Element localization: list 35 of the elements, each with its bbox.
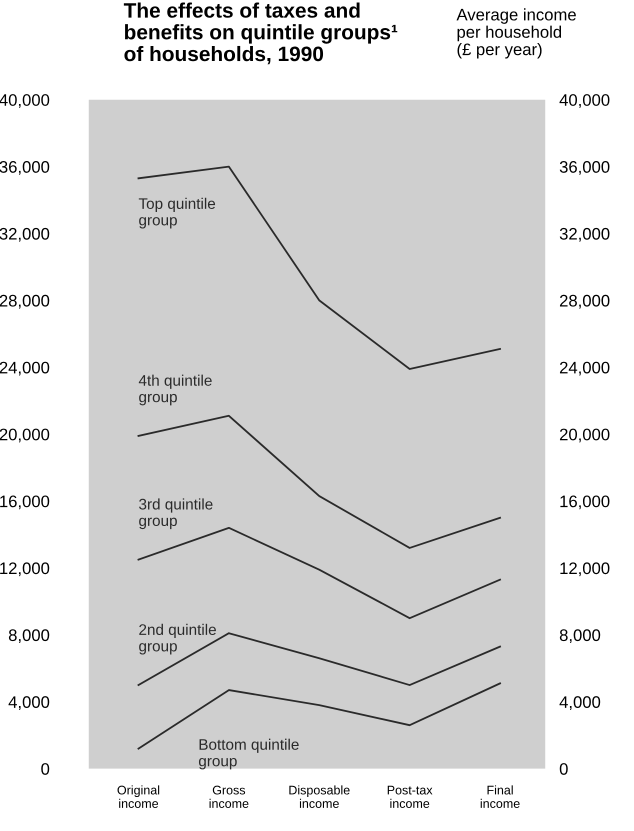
x-tick-label: Gross income — [210, 786, 248, 808]
y-tick-label: 12,000 — [0, 562, 50, 576]
y-tick-label: 8,000 — [8, 629, 50, 644]
x-tick-label: Final income — [480, 785, 520, 808]
y2-tick-label: 0 — [560, 763, 568, 775]
y-tick-label: 4,000 — [8, 696, 50, 710]
y2-tick-label: 40,000 — [560, 94, 610, 108]
y2-tick-label: 36,000 — [560, 161, 610, 175]
y2-tick-label: 16,000 — [560, 495, 610, 510]
series-label: Bottom quintile group — [198, 738, 299, 770]
x-tick-label: Disposable income — [289, 785, 350, 808]
chart-title: The effects of taxes and benefits on quintile groups¹ of households, 1990 — [124, 2, 398, 64]
series-label: Top quintile group — [138, 198, 216, 228]
y2-axis-title: Average income per household (£ per year) — [456, 8, 576, 59]
y-tick-label: 24,000 — [0, 362, 50, 376]
x-tick-label: Original income — [118, 785, 160, 808]
y2-tick-label: 28,000 — [560, 294, 610, 309]
series-label: 4th quintile group — [138, 374, 212, 406]
y-tick-label: 20,000 — [0, 428, 50, 442]
y-tick-label: 16,000 — [0, 495, 50, 510]
line-series — [138, 414, 501, 549]
series-label: 2nd quintile group — [139, 624, 216, 654]
y2-tick-label: 24,000 — [560, 362, 610, 376]
y-tick-label: 0 — [41, 763, 50, 775]
series-label: 3rd quintile group — [139, 498, 213, 530]
y2-tick-label: 20,000 — [560, 428, 610, 442]
y2-tick-label: 32,000 — [560, 228, 610, 242]
y2-tick-label: 8,000 — [560, 629, 600, 644]
y2-tick-label: 4,000 — [560, 696, 600, 710]
line-series — [138, 166, 501, 370]
y-tick-label: 32,000 — [0, 228, 50, 242]
y-tick-label: 36,000 — [0, 161, 50, 175]
x-tick-label: Post-tax income — [388, 786, 432, 808]
y2-tick-label: 12,000 — [560, 562, 610, 576]
y-tick-label: 28,000 — [0, 294, 50, 309]
